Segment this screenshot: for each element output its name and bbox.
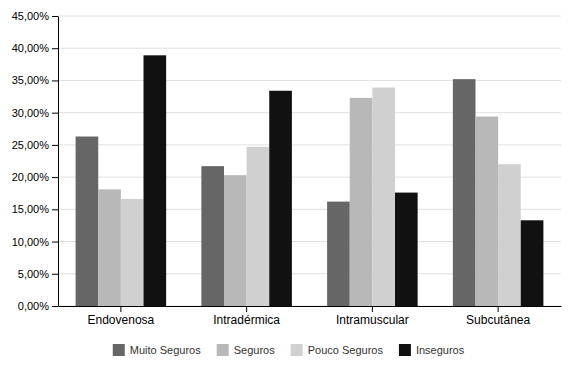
y-tick-mark [52, 209, 58, 210]
bars [76, 55, 544, 306]
y-tick: 5,00% [18, 268, 58, 280]
bar [201, 166, 224, 306]
y-tick-mark [52, 80, 58, 81]
grid-line [58, 80, 561, 81]
x-tick-label: Intramuscular [336, 313, 409, 327]
y-tick-mark [52, 48, 58, 49]
legend-label: Seguros [234, 344, 275, 356]
x-tick-mark [498, 306, 499, 312]
bar [269, 91, 292, 306]
chart: 0,00% 5,00% 10,00% 15,00% 20,00% 25,00% 30,00%… [0, 0, 577, 368]
x-tick: Intradérmica [213, 306, 280, 327]
bar [224, 175, 247, 306]
y-tick-label: 40,00% [12, 42, 50, 54]
legend-item: Muito Seguros [113, 344, 201, 356]
y-tick: 15,00% [12, 203, 58, 215]
bar [521, 220, 544, 306]
x-tick: Endovenosa [88, 306, 155, 327]
bar-series [76, 79, 476, 306]
bar [350, 98, 373, 306]
x-tick: Subcutânea [466, 306, 530, 327]
bar [76, 137, 99, 306]
grid-line [58, 112, 561, 113]
legend-swatch [291, 344, 303, 356]
y-tick-label: 5,00% [18, 268, 49, 280]
bar [372, 88, 395, 306]
y-tick-mark [52, 242, 58, 243]
y-tick-label: 20,00% [12, 171, 50, 183]
legend: Muito Seguros Seguros Pouco Seguros Insegur… [113, 344, 465, 356]
grid-line [58, 48, 561, 49]
y-axis-line [58, 17, 59, 307]
y-tick-label: 15,00% [12, 203, 50, 215]
bar-series [144, 55, 544, 306]
bar [98, 189, 121, 306]
bar [121, 199, 144, 306]
y-tick: 10,00% [12, 236, 58, 248]
y-tick-label: 30,00% [12, 107, 50, 119]
y-tick-label: 25,00% [12, 139, 50, 151]
legend-item: Seguros [217, 344, 275, 356]
bar [327, 202, 350, 306]
grid-line [58, 16, 561, 17]
x-axis-line [59, 306, 562, 307]
grid [58, 16, 561, 306]
legend-swatch [217, 344, 229, 356]
legend-label: Muito Seguros [130, 344, 201, 356]
legend-swatch [399, 344, 411, 356]
bar [453, 79, 476, 306]
legend-label: Inseguros [416, 344, 465, 356]
y-tick-mark [52, 113, 58, 114]
y-tick: 40,00% [12, 42, 58, 54]
y-tick-mark [52, 16, 58, 17]
y-tick-label: 0,00% [18, 300, 49, 312]
plot: 0,00% 5,00% 10,00% 15,00% 20,00% 25,00% 30,00%… [12, 10, 562, 327]
x-tick-label: Endovenosa [88, 313, 155, 327]
bar [395, 193, 418, 306]
y-tick: 30,00% [12, 107, 58, 119]
bar [498, 164, 521, 306]
y-tick-mark [52, 145, 58, 146]
y-tick-mark [52, 306, 58, 307]
y-tick-label: 10,00% [12, 236, 50, 248]
y-tick: 25,00% [12, 139, 58, 151]
bar [144, 55, 167, 306]
x-tick-mark [372, 306, 373, 312]
y-tick: 35,00% [12, 74, 58, 86]
chart-container: 0,00% 5,00% 10,00% 15,00% 20,00% 25,00% 30,00%… [0, 0, 577, 368]
y-tick-label: 45,00% [12, 10, 50, 22]
bar [475, 117, 498, 306]
legend-label: Pouco Seguros [308, 344, 384, 356]
y-axis: 0,00% 5,00% 10,00% 15,00% 20,00% 25,00% 30,00%… [12, 10, 59, 312]
bar [247, 147, 270, 306]
x-tick-mark [120, 306, 121, 312]
x-tick: Intramuscular [336, 306, 409, 327]
y-tick: 20,00% [12, 171, 58, 183]
x-tick-mark [246, 306, 247, 312]
y-tick: 0,00% [18, 300, 58, 312]
y-tick-label: 35,00% [12, 74, 50, 86]
y-tick-mark [52, 274, 58, 275]
x-tick-label: Intradérmica [213, 313, 280, 327]
legend-item: Inseguros [399, 344, 465, 356]
y-tick: 45,00% [12, 10, 58, 22]
legend-swatch [113, 344, 125, 356]
bar-series [121, 88, 521, 306]
y-tick-mark [52, 177, 58, 178]
legend-item: Pouco Seguros [291, 344, 384, 356]
x-tick-label: Subcutânea [466, 313, 530, 327]
x-axis: Endovenosa Intradérmica Intramuscular Subcu… [59, 306, 562, 327]
